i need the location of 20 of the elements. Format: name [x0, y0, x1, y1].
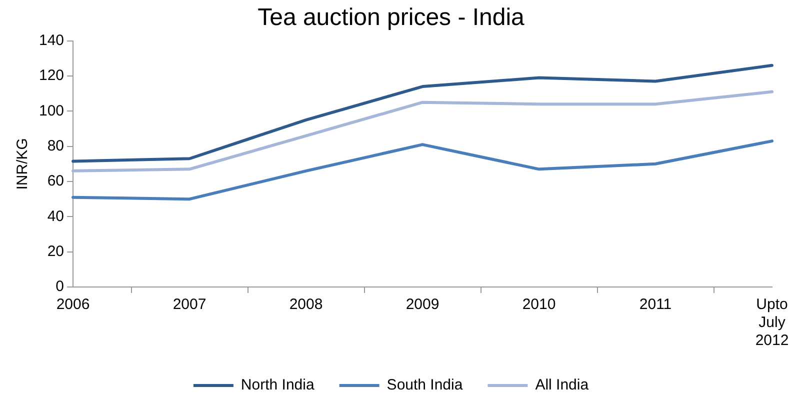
chart-title: Tea auction prices - India [258, 4, 526, 32]
y-axis-title: INR/KG [14, 138, 32, 190]
x-tick-label: Upto July 2012 [755, 296, 789, 350]
x-tick-label: 2011 [639, 296, 672, 314]
x-tick-label: 2009 [406, 296, 440, 314]
y-tick-label: 40 [47, 208, 64, 225]
legend-label: North India [240, 376, 315, 394]
y-tick-label: 100 [38, 102, 64, 120]
y-tick-label: 20 [47, 242, 64, 260]
y-tick-label: 120 [38, 67, 64, 84]
x-tick-label: 2006 [56, 296, 90, 314]
y-tick-label: 80 [47, 137, 64, 154]
y-tick-label: 60 [47, 172, 64, 190]
x-tick-label: 2008 [289, 296, 323, 314]
x-tick-label: 2007 [172, 296, 206, 314]
y-tick-label: 140 [38, 32, 64, 49]
legend-label: South India [386, 376, 464, 394]
y-tick-label: 0 [56, 278, 64, 296]
x-tick-label: 2010 [522, 296, 556, 314]
legend-label: All India [535, 376, 590, 394]
